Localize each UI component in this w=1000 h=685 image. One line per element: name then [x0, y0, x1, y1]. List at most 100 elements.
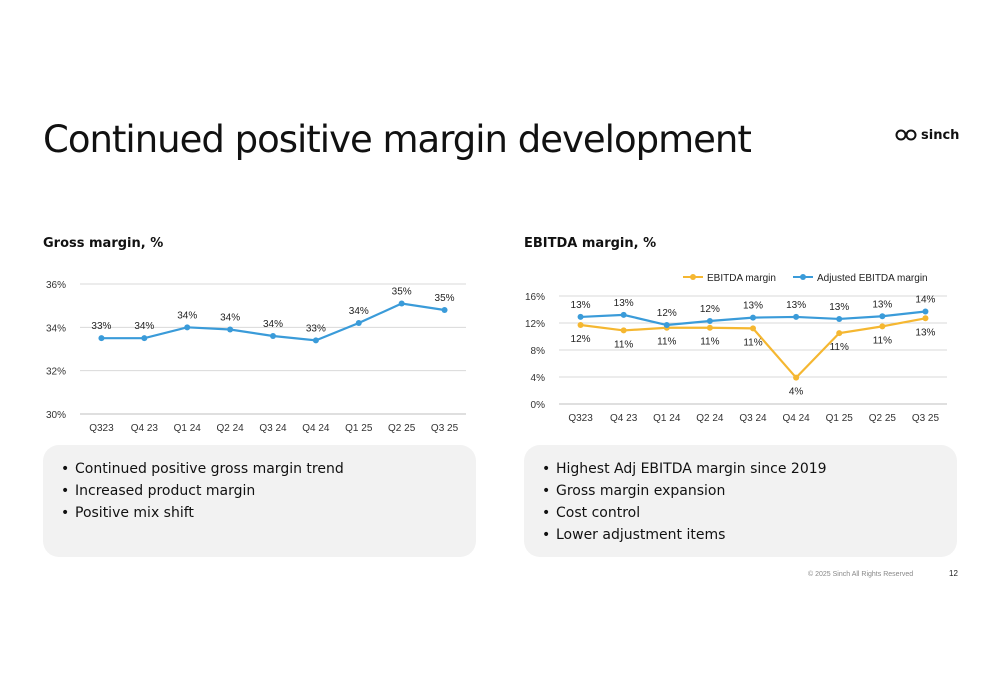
- data-point: [98, 335, 105, 342]
- data-point: [793, 374, 800, 381]
- x-tick-label: Q4 24: [302, 423, 330, 434]
- y-tick-label: 8%: [531, 346, 546, 357]
- y-tick-label: 12%: [525, 319, 545, 330]
- legend-label: EBITDA margin: [707, 273, 776, 284]
- data-point: [312, 337, 319, 344]
- gross-bullet: Increased product margin: [61, 480, 476, 502]
- legend-swatch-marker: [800, 274, 806, 280]
- ebitda-margin-notes: Highest Adj EBITDA margin since 2019 Gro…: [524, 445, 957, 557]
- data-label: 33%: [91, 321, 111, 332]
- data-label: 35%: [392, 287, 412, 298]
- data-label: 33%: [306, 323, 326, 334]
- data-point: [750, 325, 756, 332]
- x-tick-label: Q1 24: [653, 413, 681, 424]
- data-label: 13%: [915, 327, 935, 338]
- data-point: [620, 327, 627, 334]
- page-number: 12: [949, 569, 958, 578]
- page-title: Continued positive margin development: [43, 118, 752, 161]
- x-tick-label: Q2 25: [388, 423, 416, 434]
- data-point: [922, 315, 929, 322]
- gross-bullet: Continued positive gross margin trend: [61, 458, 476, 480]
- data-point: [441, 307, 448, 313]
- data-point: [836, 330, 843, 337]
- x-tick-label: Q1 24: [174, 423, 202, 434]
- data-label: 12%: [700, 304, 720, 315]
- data-label: 34%: [134, 321, 154, 332]
- gross-margin-notes: Continued positive gross margin trend In…: [43, 445, 476, 557]
- logo-text: sinch: [921, 127, 960, 143]
- data-label: 11%: [614, 339, 633, 350]
- data-label: 35%: [435, 293, 455, 304]
- data-point: [620, 311, 627, 318]
- data-point: [398, 300, 405, 307]
- gross-bullet: Positive mix shift: [61, 502, 476, 524]
- data-label: 12%: [657, 308, 677, 319]
- data-point: [879, 313, 886, 320]
- x-tick-label: Q3 25: [431, 423, 459, 434]
- data-label: 13%: [743, 301, 763, 312]
- gross-margin-title: Gross margin, %: [43, 236, 164, 251]
- data-point: [663, 322, 670, 329]
- x-tick-label: Q323: [89, 423, 114, 434]
- data-label: 11%: [657, 337, 676, 348]
- x-tick-label: Q3 24: [259, 423, 287, 434]
- data-point: [750, 314, 756, 321]
- gross-margin-chart: 30% 32% 34% 36% Q323 Q4 23 Q1 24 Q2 24 Q3 24 Q4 2…: [46, 280, 466, 434]
- data-label: 11%: [700, 337, 719, 348]
- data-point: [577, 313, 584, 320]
- x-tick-label: Q4 24: [782, 413, 810, 424]
- data-point: [355, 320, 362, 326]
- x-tick-label: Q3 24: [739, 413, 767, 424]
- data-label: 13%: [872, 299, 892, 310]
- y-tick-label: 30%: [46, 410, 66, 421]
- x-tick-label: Q1 25: [826, 413, 854, 424]
- x-tick-label: Q2 25: [869, 413, 897, 424]
- data-point: [577, 322, 584, 329]
- data-point: [184, 324, 191, 331]
- data-label: 34%: [263, 319, 283, 330]
- legend-swatch-marker: [690, 274, 696, 280]
- x-tick-label: Q1 25: [345, 423, 373, 434]
- data-label: 11%: [743, 337, 762, 348]
- data-point: [836, 315, 843, 322]
- sinch-logo: sinch: [895, 126, 961, 144]
- data-label: 34%: [220, 313, 240, 324]
- data-label: 13%: [571, 300, 591, 311]
- y-tick-label: 0%: [531, 400, 546, 411]
- ebitda-margin-chart: 0% 4% 8% 12% 16% Q323 Q4 23 Q1 24 Q2 24 Q3 24 Q4 2…: [525, 273, 947, 424]
- ebitda-margin-title: EBITDA margin, %: [524, 236, 657, 251]
- data-point: [879, 323, 886, 330]
- data-point: [793, 313, 800, 320]
- data-point: [227, 326, 234, 333]
- x-tick-label: Q4 23: [131, 423, 159, 434]
- data-label: 11%: [830, 342, 849, 353]
- y-tick-label: 16%: [525, 292, 545, 303]
- data-label: 34%: [177, 310, 197, 321]
- data-label: 13%: [614, 298, 634, 309]
- y-tick-label: 4%: [531, 373, 546, 384]
- x-tick-label: Q323: [568, 413, 593, 424]
- data-point: [141, 335, 148, 342]
- legend-label: Adjusted EBITDA margin: [817, 273, 928, 284]
- x-tick-label: Q2 24: [216, 423, 244, 434]
- y-tick-label: 32%: [46, 367, 66, 378]
- x-tick-label: Q2 24: [696, 413, 724, 424]
- data-label: 13%: [786, 300, 806, 311]
- data-point: [706, 317, 713, 324]
- ebitda-bullet: Cost control: [542, 502, 957, 524]
- data-label: 34%: [349, 306, 369, 317]
- data-point: [270, 333, 276, 339]
- ebitda-bullet: Highest Adj EBITDA margin since 2019: [542, 458, 957, 480]
- data-label: 11%: [873, 335, 892, 346]
- ebitda-bullet: Gross margin expansion: [542, 480, 957, 502]
- x-tick-label: Q3 25: [912, 413, 940, 424]
- data-label: 4%: [789, 387, 804, 398]
- data-label: 12%: [571, 334, 591, 345]
- footer-copyright: © 2025 Sinch All Rights Reserved: [808, 571, 914, 578]
- data-point: [922, 308, 929, 315]
- data-label: 13%: [829, 302, 849, 313]
- data-label: 14%: [915, 295, 935, 306]
- ebitda-bullet: Lower adjustment items: [542, 524, 957, 546]
- x-tick-label: Q4 23: [610, 413, 638, 424]
- y-tick-label: 36%: [46, 280, 66, 291]
